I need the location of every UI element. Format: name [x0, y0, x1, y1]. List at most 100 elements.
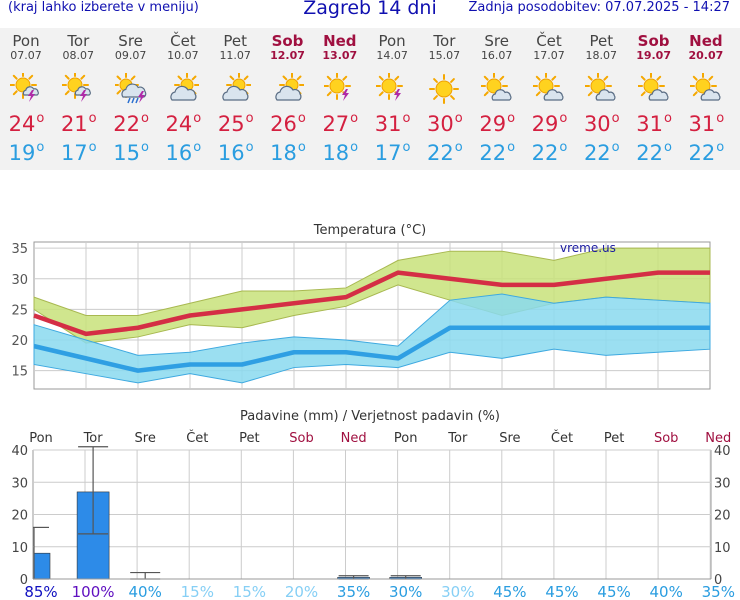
precip-probability: 35% [702, 583, 735, 600]
max-temp-value: 31 [688, 112, 716, 136]
precip-probability: 30% [389, 583, 422, 600]
min-temp: 22o [418, 140, 470, 165]
max-temp-value: 21 [60, 112, 88, 136]
precip-probability: 30% [441, 583, 474, 600]
min-temp: 16o [209, 140, 261, 165]
day-label: Sre [135, 431, 156, 446]
max-temp-value: 26 [270, 112, 297, 136]
min-temp: 15o [105, 140, 157, 165]
day-name: Tor [433, 32, 456, 50]
day-column: Čet 10.07 24o 16o [157, 28, 209, 170]
sun-storm-icon [323, 73, 351, 101]
day-name: Ned [323, 32, 357, 50]
min-temp: 16o [157, 140, 209, 165]
min-temp-value: 16 [165, 141, 193, 165]
precip-probability: 45% [493, 583, 526, 600]
y-tick-label: 25 [11, 303, 28, 318]
min-temp: 17o [366, 140, 418, 165]
max-temp: 31o [366, 111, 418, 136]
degree-symbol: o [507, 140, 516, 155]
y-tick-label: 30 [11, 476, 28, 491]
day-name: Pon [12, 32, 40, 50]
day-column: Pon 07.07 24o 19o [0, 28, 52, 170]
max-temp-value: 31 [374, 112, 402, 136]
day-column: Sre 16.07 29o 22o [471, 28, 523, 170]
day-label: Tor [83, 431, 104, 446]
precipitation-chart: Padavine (mm) / Verjetnost padavin (%) Po… [11, 409, 735, 600]
day-name: Pet [589, 32, 614, 50]
y-tick-label: 20 [11, 334, 28, 349]
y-tick-label-right: 40 [714, 444, 731, 459]
day-date: 18.07 [585, 49, 618, 62]
precip-probability: 45% [545, 583, 578, 600]
min-temp-value: 18 [270, 141, 297, 165]
day-name: Tor [67, 32, 90, 50]
min-temp-value: 16 [217, 141, 245, 165]
degree-symbol: o [88, 111, 97, 126]
max-temp: 29o [523, 111, 575, 136]
precip-probability: 35% [337, 583, 370, 600]
min-temp: 22o [680, 140, 732, 165]
degree-symbol: o [245, 140, 254, 155]
max-temp-value: 30 [583, 112, 611, 136]
degree-symbol: o [193, 140, 202, 155]
min-range-band [33, 293, 711, 384]
sun-cloud-icon [170, 73, 199, 101]
max-temp-value: 31 [636, 112, 663, 136]
day-label: Čet [186, 430, 208, 446]
min-temp: 22o [471, 140, 523, 165]
day-column: Pon 14.07 31o 17o [366, 28, 418, 170]
sun-small-cloud-icon [480, 73, 512, 101]
location-menu-hint[interactable]: (kraj lahko izberete v meniju) [8, 0, 199, 15]
max-temp-value: 29 [479, 112, 507, 136]
chart-title: Padavine (mm) / Verjetnost padavin (%) [240, 409, 500, 424]
degree-symbol: o [663, 140, 672, 155]
min-temp: 22o [575, 140, 627, 165]
sun-small-cloud-icon [533, 73, 564, 101]
max-temp: 31o [680, 111, 732, 136]
precip-probability: 85% [24, 583, 57, 600]
day-column: Pet 18.07 30o 22o [575, 28, 627, 170]
degree-symbol: o [140, 111, 149, 126]
degree-symbol: o [402, 140, 411, 155]
precip-probability: 15% [233, 583, 266, 600]
last-update: Zadnja posodobitev: 07.07.2025 - 14:27 [468, 0, 730, 15]
y-tick-label: 40 [11, 444, 28, 459]
max-temp-value: 25 [217, 112, 245, 136]
y-tick-label: 10 [11, 541, 28, 556]
degree-symbol: o [716, 140, 725, 155]
sun-small-cloud-icon [585, 73, 616, 101]
day-label: Sob [289, 431, 313, 446]
sun-cloud-storm-icon [10, 73, 39, 102]
precip-probability: 45% [597, 583, 630, 600]
y-tick-label: 35 [11, 242, 28, 257]
degree-symbol: o [454, 140, 463, 155]
min-temp-value: 22 [636, 141, 663, 165]
day-column: Tor 15.07 30o 22o [418, 28, 470, 170]
day-date: 17.07 [533, 49, 565, 62]
y-tick-label: 15 [11, 365, 28, 380]
max-temp: 30o [575, 111, 627, 136]
day-date: 11.07 [219, 49, 251, 62]
day-label: Pon [29, 431, 53, 446]
chart-title: Temperatura (°C) [313, 223, 426, 238]
sun-cloud-storm-rain-icon [114, 73, 146, 104]
min-temp-line [33, 325, 710, 373]
max-temp: 30o [418, 111, 470, 136]
day-date: 14.07 [376, 49, 408, 62]
day-date: 20.07 [688, 49, 724, 62]
max-temp: 27o [314, 111, 366, 136]
day-label: Ned [705, 431, 731, 446]
day-column: Pet 11.07 25o 16o [209, 28, 261, 170]
degree-symbol: o [297, 111, 306, 126]
max-temp-value: 22 [113, 112, 140, 136]
min-temp-value: 17 [374, 141, 402, 165]
precip-probability: 40% [129, 583, 162, 600]
min-temp-value: 22 [479, 141, 507, 165]
watermark: vreme.us [560, 241, 616, 255]
y-tick-label-right: 20 [714, 509, 731, 524]
y-tick-label-right: 0 [714, 573, 722, 588]
min-temp: 22o [628, 140, 680, 165]
degree-symbol: o [402, 111, 411, 126]
precip-probability: 100% [72, 583, 115, 600]
